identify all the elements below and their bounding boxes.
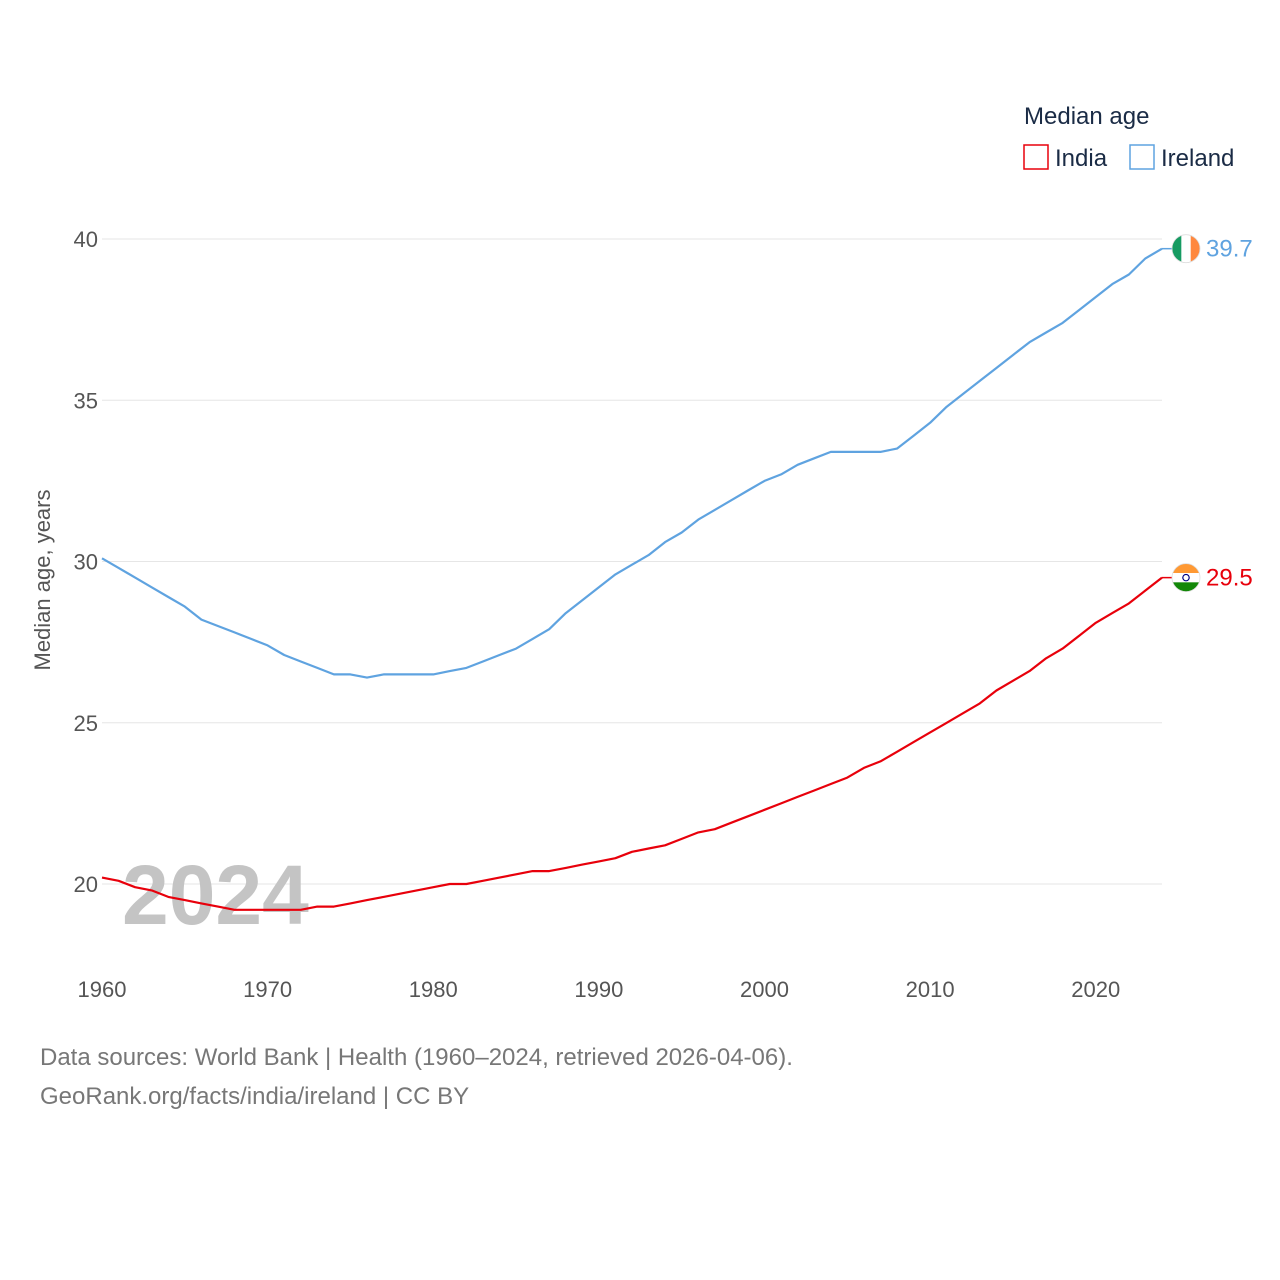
legend: Median age India Ireland [1023,103,1234,172]
x-axis-ticks: 1960 1970 1980 1990 2000 2010 2020 [78,977,1121,1002]
series-lines [101,247,1163,911]
year-watermark: 2024 [122,848,309,942]
end-value-label-ireland: 39.7 [1206,236,1253,263]
legend-label-ireland: Ireland [1161,145,1234,172]
series-line-ireland [101,247,1163,679]
india-flag-icon [1171,563,1201,593]
legend-swatch-ireland [1129,144,1155,170]
legend-item-ireland[interactable]: Ireland [1129,144,1234,172]
y-axis-ticks: 20 25 30 35 40 [74,227,98,897]
y-tick-label: 35 [74,388,98,413]
y-tick-label: 40 [74,227,98,252]
x-tick-label: 2010 [906,977,955,1002]
series-line-india [101,576,1163,911]
x-tick-label: 1970 [243,977,292,1002]
x-tick-label: 2020 [1071,977,1120,1002]
x-tick-label: 2000 [740,977,789,1002]
x-tick-label: 1990 [574,977,623,1002]
y-tick-label: 30 [74,550,98,575]
series-end-labels: 29.5 39.7 [1162,234,1253,593]
ireland-flag-icon [1171,234,1201,264]
footer-attribution: GeoRank.org/facts/india/ireland | CC BY [40,1083,470,1110]
y-tick-label: 25 [74,711,98,736]
x-tick-label: 1960 [78,977,127,1002]
x-tick-label: 1980 [409,977,458,1002]
legend-swatch-india [1023,144,1049,170]
legend-label-india: India [1055,145,1108,172]
footer-source: Data sources: World Bank | Health (1960–… [40,1044,793,1071]
gridlines [102,238,1162,885]
legend-title: Median age [1024,103,1149,130]
y-axis-label: Median age, years [30,490,55,671]
y-tick-label: 20 [74,872,98,897]
legend-item-india[interactable]: India [1023,144,1108,172]
end-value-label-india: 29.5 [1206,565,1253,592]
